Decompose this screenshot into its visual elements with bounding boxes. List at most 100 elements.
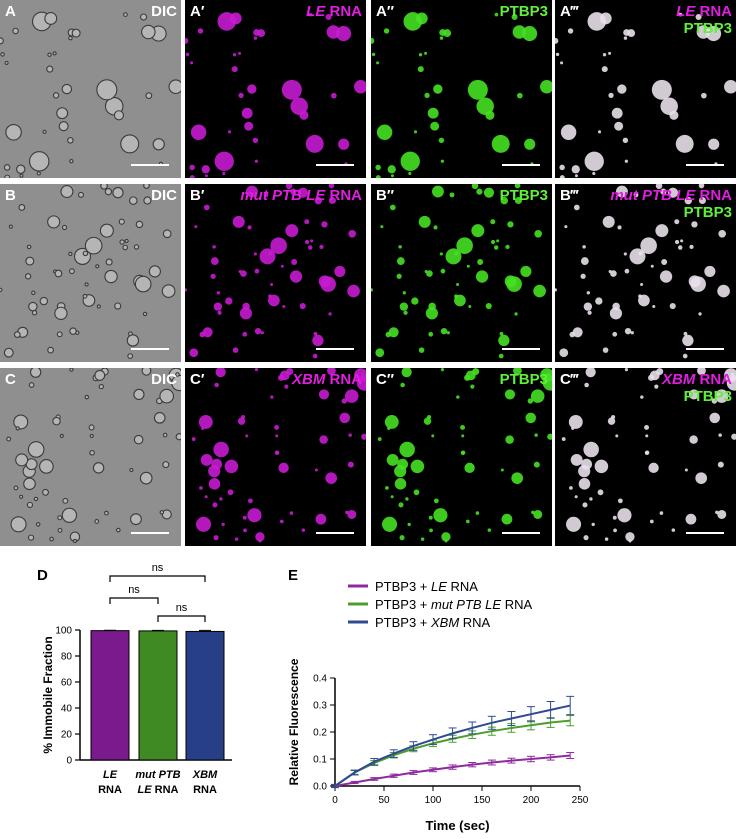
droplet: [336, 26, 352, 42]
droplet: [490, 219, 496, 225]
droplet: [214, 382, 219, 388]
droplet: [59, 433, 64, 438]
droplet: [162, 432, 168, 438]
droplet: [477, 259, 484, 266]
droplet: [602, 215, 615, 228]
droplet: [217, 310, 222, 315]
droplet: [133, 434, 144, 445]
droplet: [407, 522, 411, 527]
droplet: [711, 398, 718, 404]
droplet: [628, 539, 632, 543]
droplet: [15, 453, 29, 467]
droplet: [706, 26, 722, 42]
droplet: [375, 348, 385, 358]
droplet: [260, 331, 264, 335]
droplet: [203, 204, 210, 211]
droplet: [525, 412, 536, 424]
droplet: [274, 424, 280, 430]
droplet: [704, 265, 716, 277]
droplet: [487, 528, 492, 532]
x-tick-label-line2: RNA: [98, 784, 122, 796]
panel-letter: C″: [376, 371, 395, 388]
droplet: [514, 196, 522, 205]
droplet: [61, 224, 68, 231]
droplet: [649, 370, 660, 381]
droplet: [547, 433, 552, 440]
droplet: [433, 84, 443, 94]
droplet: [290, 97, 308, 115]
droplet: [456, 395, 460, 399]
droplet: [194, 225, 198, 229]
droplet: [56, 107, 69, 120]
droplet: [555, 288, 557, 292]
droplet: [566, 516, 582, 532]
droplet: [385, 486, 389, 490]
droplet: [31, 290, 36, 296]
significance-bracket: [109, 597, 159, 604]
droplet: [390, 495, 394, 499]
droplet: [35, 522, 41, 527]
droplet: [299, 110, 309, 120]
droplet: [617, 498, 623, 504]
droplet: [683, 331, 688, 336]
droplet: [580, 257, 589, 265]
droplet: [115, 527, 121, 533]
droplet: [341, 398, 348, 404]
droplets-image: [377, 368, 552, 543]
droplet: [512, 25, 527, 39]
droplet: [104, 188, 113, 196]
droplet: [376, 61, 380, 65]
droplet: [118, 218, 125, 225]
micrograph-panel-a: A DIC: [0, 0, 181, 178]
droplets-image: [561, 368, 736, 543]
droplet: [569, 331, 576, 338]
droplet: [454, 251, 459, 256]
droplet: [231, 66, 238, 73]
droplet: [0, 37, 4, 45]
droplet: [431, 185, 444, 198]
droplet: [304, 219, 310, 225]
droplet: [247, 508, 262, 523]
droplet: [461, 434, 465, 438]
droplet: [530, 389, 545, 403]
droplet: [240, 270, 247, 277]
droplet: [425, 307, 439, 320]
droplet: [159, 388, 175, 404]
droplet: [212, 245, 216, 249]
droplet: [222, 171, 226, 176]
panel-letter: B′: [190, 187, 205, 204]
title-line2: PTBP3: [683, 20, 732, 37]
droplet: [254, 368, 259, 372]
droplet: [460, 424, 466, 430]
droplet: [200, 453, 213, 466]
droplet: [574, 174, 578, 178]
droplet: [282, 304, 286, 309]
droplet: [8, 224, 13, 229]
droplet: [252, 137, 259, 144]
droplet: [46, 65, 54, 73]
droplets-image: [0, 11, 181, 178]
micrograph-panel-c: C DIC: [0, 368, 181, 546]
droplet: [387, 165, 396, 174]
droplet: [560, 61, 564, 65]
droplet: [308, 12, 313, 17]
x-tick-label-text: RNA: [193, 784, 217, 796]
scale-bar: [686, 532, 724, 534]
droplet: [119, 239, 125, 245]
droplet: [396, 257, 405, 265]
droplet: [257, 29, 266, 38]
droplet: [68, 251, 73, 257]
significance-bracket: [157, 615, 206, 622]
droplet: [640, 282, 644, 286]
droplet: [524, 138, 536, 150]
droplet: [644, 450, 650, 455]
droplet: [564, 225, 568, 229]
droplet: [13, 485, 19, 491]
droplet: [28, 382, 35, 388]
droplet: [89, 433, 94, 438]
droplet: [96, 79, 118, 101]
droplet: [500, 468, 504, 472]
title-italic: LE: [306, 3, 326, 20]
droplet: [559, 175, 565, 178]
droplet: [96, 304, 101, 309]
